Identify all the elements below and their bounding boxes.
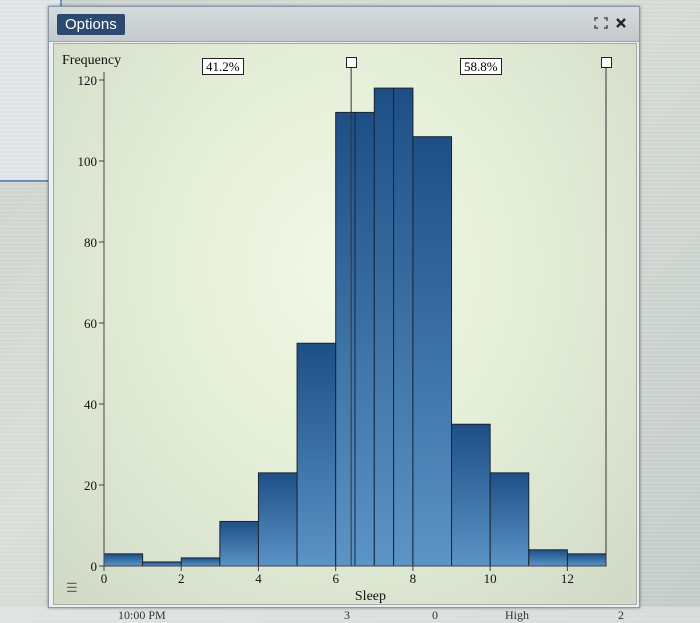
x-tick-label: 12 [561, 571, 574, 586]
histogram-bar[interactable] [354, 111, 375, 567]
histogram-bar[interactable] [142, 561, 182, 567]
histogram-bar[interactable] [373, 87, 395, 567]
options-button[interactable]: Options [57, 14, 125, 35]
y-tick-label: 40 [84, 397, 97, 412]
y-tick-label: 60 [84, 316, 97, 331]
left-percent-label: 41.2% [202, 58, 244, 75]
histogram-bar[interactable] [219, 520, 259, 567]
selection-handle-right[interactable] [601, 57, 612, 68]
histogram-bar[interactable] [180, 557, 221, 567]
x-axis-title: Sleep [355, 589, 386, 604]
background-value-label: 3 [344, 608, 350, 622]
x-tick-label: 2 [178, 571, 185, 586]
x-tick-label: 10 [484, 571, 497, 586]
background-level-label: High [505, 608, 529, 622]
x-tick-label: 6 [332, 571, 339, 586]
histogram-bar[interactable] [393, 87, 414, 567]
y-tick-label: 0 [91, 559, 98, 574]
x-tick-label: 0 [101, 571, 108, 586]
y-axis-title: Frequency [62, 53, 121, 68]
histogram-window: Options 0 20 40 60 80 100 120 0 2 4 6 8 10 12 Frequen… [48, 6, 640, 608]
histogram-bar[interactable] [103, 553, 144, 567]
y-tick-label: 100 [78, 154, 98, 169]
histogram-bar[interactable] [451, 423, 491, 567]
close-icon[interactable] [613, 17, 629, 31]
background-value-label: 0 [432, 608, 438, 622]
y-tick-label: 20 [84, 478, 97, 493]
background-status-row: 10:00 PM 3 0 High 2 [0, 607, 700, 623]
expand-icon[interactable] [593, 17, 609, 31]
histogram-bar[interactable] [489, 472, 530, 567]
histogram-chart: 0 20 40 60 80 100 120 0 2 4 6 8 10 12 Frequency Sleep [62, 53, 607, 604]
background-time-label: 10:00 PM [118, 608, 166, 622]
y-tick-label: 80 [84, 235, 97, 250]
y-tick-label: 120 [78, 73, 98, 88]
histogram-bar[interactable] [528, 549, 568, 567]
histogram-bar[interactable] [257, 472, 298, 567]
histogram-bar[interactable] [296, 342, 337, 567]
background-value-label: 2 [618, 608, 624, 622]
menu-icon[interactable]: ☰ [66, 580, 78, 595]
right-percent-label: 58.8% [460, 58, 502, 75]
window-titlebar: Options [49, 7, 639, 42]
x-tick-label: 8 [410, 571, 417, 586]
histogram-bar[interactable] [335, 111, 356, 567]
histogram-bar[interactable] [566, 553, 607, 567]
histogram-bar[interactable] [412, 136, 453, 567]
x-tick-label: 4 [255, 571, 262, 586]
plot-area: 0 20 40 60 80 100 120 0 2 4 6 8 10 12 Frequency Sleep… [53, 43, 637, 605]
selection-handle-left[interactable] [346, 57, 358, 68]
